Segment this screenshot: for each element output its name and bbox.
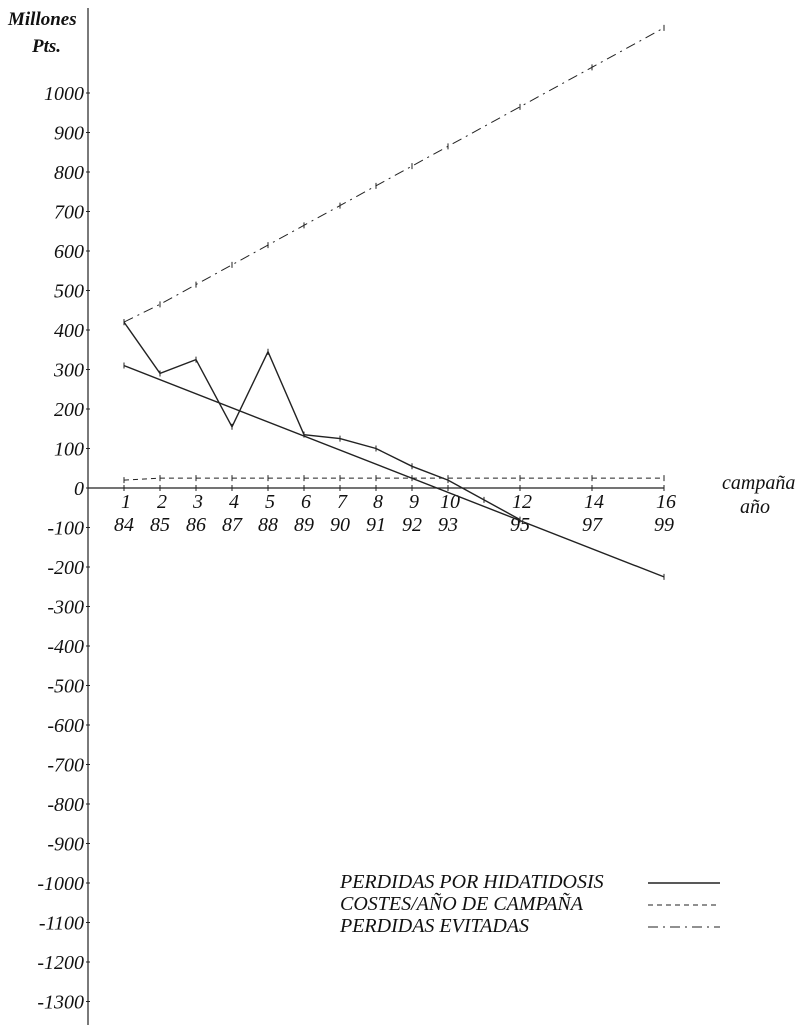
x-tick-label-year: 88 — [258, 514, 278, 536]
x-tick-label-campaign: 14 — [584, 491, 604, 513]
y-tick-label: 0 — [74, 478, 84, 500]
legend-label-costes-campana: COSTES/AÑO DE CAMPAÑA — [340, 891, 584, 915]
x-tick-label-year: 99 — [654, 514, 674, 536]
x-tick-label-campaign: 4 — [229, 491, 239, 513]
series-line-1 — [123, 321, 521, 521]
x-tick-label-year: 97 — [582, 514, 603, 536]
x-tick-label-year: 87 — [222, 514, 243, 536]
x-axis-label-campaign: campaña — [722, 472, 795, 494]
y-tick-label: -700 — [47, 755, 84, 777]
x-tick-label-year: 92 — [402, 514, 422, 536]
series-layer — [123, 24, 665, 580]
x-tick-label-campaign: 8 — [373, 491, 383, 513]
y-tick-label: -1000 — [37, 873, 84, 895]
y-tick-label: -1100 — [39, 913, 84, 935]
y-tick-label: -500 — [47, 676, 84, 698]
x-tick-label-campaign: 10 — [440, 491, 460, 513]
series-line-2 — [123, 364, 665, 578]
x-tick-label-campaign: 2 — [157, 491, 167, 513]
x-tick-label-campaign: 7 — [337, 491, 348, 513]
x-tick-label-year: 93 — [438, 514, 458, 536]
y-tick-label: 900 — [54, 123, 84, 145]
y-tick-label: -200 — [47, 557, 84, 579]
y-tick-label: 700 — [54, 202, 84, 224]
y-tick-label: -800 — [47, 794, 84, 816]
x-tick-label-year: 85 — [150, 514, 170, 536]
legend-label-perdidas-hidatidosis: PERDIDAS POR HIDATIDOSIS — [339, 871, 604, 893]
x-tick-label-campaign: 1 — [121, 491, 131, 513]
x-tick-label-campaign: 3 — [192, 491, 203, 513]
y-tick-label: -600 — [47, 715, 84, 737]
y-tick-label: 500 — [54, 281, 84, 303]
x-tick-label-campaign: 9 — [409, 491, 419, 513]
y-tick-label: 600 — [54, 241, 84, 263]
y-tick-label: 100 — [54, 439, 84, 461]
legend: PERDIDAS POR HIDATIDOSIS COSTES/AÑO DE C… — [339, 871, 720, 937]
x-tick-label-year: 90 — [330, 514, 350, 536]
x-tick-label-campaign: 5 — [265, 491, 275, 513]
legend-label-perdidas-evitadas: PERDIDAS EVITADAS — [339, 915, 529, 937]
x-axis-label-year: año — [740, 496, 770, 518]
x-tick-label-campaign: 16 — [656, 491, 676, 513]
y-tick-label: -100 — [47, 518, 84, 540]
series-line-4 — [123, 27, 665, 323]
x-tick-label-year: 91 — [366, 514, 386, 536]
y-axis-label-line1: Millones — [7, 9, 77, 30]
y-axis-ticks: 10009008007006005004003002001000-100-200… — [37, 83, 90, 1014]
y-tick-label: -300 — [47, 597, 84, 619]
x-tick-label-year: 89 — [294, 514, 314, 536]
y-axis-label-line2: Pts. — [31, 36, 61, 57]
y-tick-label: -900 — [47, 834, 84, 856]
y-tick-label: 1000 — [44, 83, 84, 105]
x-tick-label-year: 86 — [186, 514, 206, 536]
y-tick-label: 200 — [54, 399, 84, 421]
x-tick-label-year: 84 — [114, 514, 134, 536]
x-tick-label-campaign: 12 — [512, 491, 532, 513]
x-tick-label-year: 95 — [510, 514, 530, 536]
series-line-3 — [123, 477, 664, 481]
y-tick-label: -1200 — [37, 952, 84, 974]
y-tick-label: 400 — [54, 320, 84, 342]
y-tick-label: -1300 — [37, 992, 84, 1014]
y-tick-label: -400 — [47, 636, 84, 658]
y-tick-label: 800 — [54, 162, 84, 184]
x-tick-label-campaign: 6 — [301, 491, 311, 513]
y-tick-label: 300 — [53, 360, 84, 382]
